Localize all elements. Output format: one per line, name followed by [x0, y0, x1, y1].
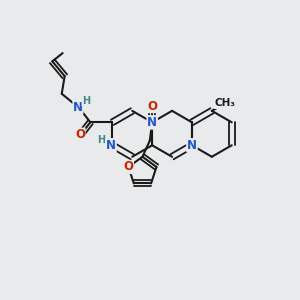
Text: N: N: [187, 139, 197, 152]
Text: H: H: [97, 135, 105, 145]
Text: O: O: [147, 100, 157, 112]
Text: O: O: [123, 160, 134, 173]
Text: N: N: [187, 139, 197, 152]
Text: N: N: [147, 116, 157, 129]
Text: CH₃: CH₃: [214, 98, 236, 109]
Text: N: N: [147, 116, 157, 129]
Text: H: H: [82, 95, 90, 106]
Text: N: N: [106, 139, 116, 152]
Text: N: N: [106, 139, 116, 152]
Text: O: O: [75, 128, 85, 141]
Text: N: N: [73, 100, 83, 113]
